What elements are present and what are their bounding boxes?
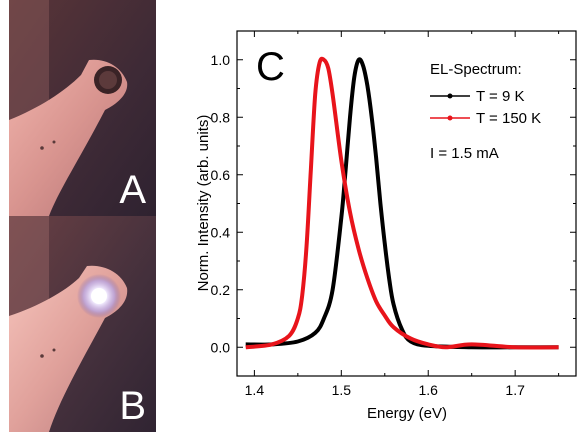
series-group	[245, 56, 559, 350]
series-line-0	[245, 57, 559, 350]
legend-note: I = 1.5 mA	[430, 145, 499, 162]
x-tick-label: 1.6	[418, 382, 438, 398]
photo-label-b: B	[119, 384, 146, 428]
legend-entry-label: T = 150 K	[476, 110, 541, 127]
device-photo-b: B	[9, 216, 156, 432]
device-photo-b-image	[9, 216, 156, 432]
legend-entries: T = 9 K T = 150 K	[430, 88, 541, 127]
y-tick-label: 0.6	[211, 167, 231, 183]
plot-frame	[236, 30, 577, 377]
axis-ticks: 1.4 1.5 1.6 1.7 0.0 0.2 0.4 0.6 0.8 1.0	[211, 30, 576, 398]
legend-swatch-marker	[447, 115, 453, 121]
device-photo-a: A	[9, 0, 156, 216]
x-tick-label: 1.5	[332, 382, 352, 398]
legend-entry-label: T = 9 K	[476, 88, 525, 105]
photo-label-a: A	[119, 168, 146, 212]
x-tick-label: 1.4	[245, 382, 265, 398]
x-axis-label: Energy (eV)	[367, 405, 447, 422]
y-tick-label: 0.8	[211, 109, 231, 125]
y-tick-label: 0.2	[211, 282, 231, 298]
device-photo-a-image	[9, 0, 156, 216]
y-axis-label: Norm. Intensity (arb. units)	[195, 115, 212, 292]
legend: EL-Spectrum: T = 9 K T = 150 K I = 1.5 mA	[430, 61, 541, 162]
panel-label-c: C	[256, 45, 285, 89]
x-tick-label: 1.7	[505, 382, 525, 398]
series-line-1	[245, 56, 559, 350]
y-tick-label: 0.0	[211, 339, 231, 355]
legend-swatch-marker	[447, 93, 453, 99]
y-tick-label: 1.0	[211, 52, 231, 68]
legend-title: EL-Spectrum:	[430, 61, 522, 78]
y-tick-label: 0.4	[211, 224, 231, 240]
